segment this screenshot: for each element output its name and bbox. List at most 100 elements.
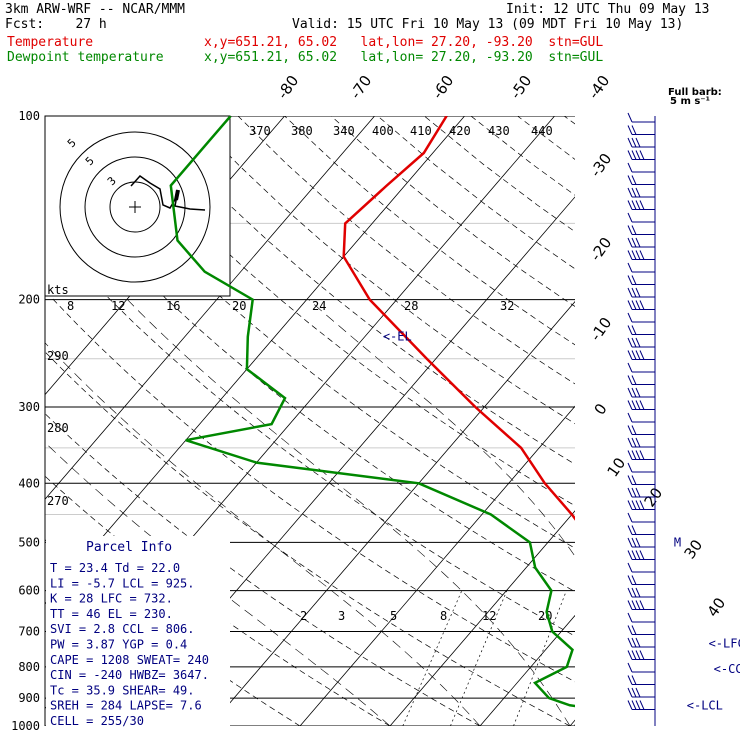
isotherm-line — [0, 116, 15, 726]
wind-barb — [627, 337, 655, 348]
parcel-info-row: K = 28 LFC = 732. — [50, 592, 173, 606]
parcel-info-row: Tc = 35.9 SHEAR= 49. — [50, 683, 195, 697]
init-time: Init: 12 UTC Thu 09 May 13 — [506, 2, 710, 17]
hodograph-ring — [84, 156, 186, 258]
wind-barb — [627, 237, 655, 248]
wind-barb — [627, 475, 655, 485]
wind-barb — [627, 500, 655, 510]
isotherm-label: 40 — [704, 594, 730, 620]
isotherm-line — [209, 300, 575, 726]
level-marker-label: <-CCL — [714, 662, 740, 676]
wind-barb — [627, 662, 655, 673]
wind-barb — [627, 112, 655, 123]
isotherm-label: 10 — [604, 454, 630, 480]
dry-adiabat-line — [45, 289, 575, 683]
wind-barb — [627, 225, 655, 235]
moist-adiabat-line — [308, 299, 575, 557]
isotherm-label: 0 — [591, 400, 611, 418]
wind-barb — [627, 450, 655, 460]
parcel-info-row: PW = 3.87 YGP = 0.4 — [50, 638, 187, 652]
barb-legend-line2: 5 m s⁻¹ — [670, 96, 710, 107]
mixing-ratio-label: 8 — [440, 609, 447, 623]
valid-time: Valid: 15 UTC Fri 10 May 13 (09 MDT Fri … — [292, 17, 684, 32]
theta-label: 410 — [410, 124, 432, 138]
level-marker-label: M — [674, 535, 681, 549]
wind-barb — [627, 600, 655, 610]
isotherm-label: -20 — [587, 234, 616, 264]
hodograph-speed-label: 8 — [67, 299, 74, 313]
dry-adiabat-line — [611, 116, 740, 726]
mixing-ratio-line — [630, 591, 676, 726]
wind-barb — [627, 325, 655, 335]
pressure-tick-label: 700 — [18, 625, 40, 639]
wind-barb — [627, 562, 655, 573]
temperature-profile-line — [342, 116, 575, 521]
wind-barb — [627, 262, 655, 273]
hodograph-speed-label: 24 — [312, 299, 326, 313]
model-title: 3km ARW-WRF -- NCAR/MMM — [5, 2, 186, 17]
theta-label: 440 — [531, 124, 553, 138]
isotherm-label: -60 — [429, 72, 458, 102]
isotherm-label: -80 — [274, 72, 303, 102]
dewpoint-profile-line — [169, 116, 575, 708]
parcel-info-title: Parcel Info — [86, 540, 172, 555]
hodograph-speed-label: 16 — [166, 299, 180, 313]
dry-adiabat-line — [191, 116, 575, 425]
mixing-ratio-label: 12 — [482, 609, 496, 623]
dry-adiabat-line — [424, 116, 575, 233]
hodograph-trace — [130, 175, 206, 211]
wind-barb — [627, 650, 655, 660]
isotherm-label: -40 — [585, 72, 614, 102]
dewpoint-legend: Dewpoint temperature — [7, 50, 164, 65]
mixing-ratio-label: 2 — [300, 609, 307, 623]
dry-adiabat-label: 270 — [47, 494, 69, 508]
parcel-info-row: T = 23.4 Td = 22.0 — [50, 561, 180, 575]
mixing-ratio-label: 5 — [390, 609, 397, 623]
mixing-ratio-line — [574, 723, 575, 726]
isotherm-line — [660, 116, 740, 726]
dry-adiabat-label: 280 — [47, 421, 69, 435]
pressure-tick-label: 600 — [18, 584, 40, 598]
dry-adiabat-line — [284, 116, 575, 346]
parcel-info-row: CIN = -240 HWBZ= 3647. — [50, 668, 209, 682]
isotherm-label: 30 — [681, 536, 707, 562]
wind-barb — [627, 212, 655, 223]
wind-barb — [627, 637, 655, 648]
pressure-tick-label: 800 — [18, 660, 40, 674]
mixing-ratio-line — [402, 590, 463, 726]
wind-barb — [627, 350, 655, 360]
hodograph-speed-label: 12 — [111, 299, 125, 313]
theta-label: 400 — [372, 124, 394, 138]
temperature-legend: Temperature — [7, 35, 94, 50]
hodograph-speed-label: 20 — [232, 299, 246, 313]
theta-label: 430 — [488, 124, 510, 138]
hodograph-speed-unit: kts — [47, 283, 69, 297]
isotherm-line — [389, 510, 575, 726]
hodograph-speed-label: 28 — [404, 299, 418, 313]
pressure-tick-label: 400 — [18, 476, 40, 490]
wind-barb — [627, 550, 655, 560]
wind-barb — [627, 687, 655, 698]
wind-barb — [627, 575, 655, 585]
pressure-tick-label: 100 — [18, 109, 40, 123]
dewpoint-station-info: x,y=651.21, 65.02 lat,lon= 27.20, -93.20… — [204, 50, 604, 65]
mixing-ratio-label: 3 — [338, 609, 345, 623]
wind-barb — [627, 287, 655, 298]
mixing-ratio-line — [513, 590, 567, 726]
forecast-hour: Fcst: 27 h — [5, 17, 107, 32]
pressure-tick-label: 200 — [18, 293, 40, 307]
wind-barb — [627, 312, 655, 323]
wind-barb — [627, 425, 655, 435]
dry-adiabat-label: 290 — [47, 349, 69, 363]
wind-barb — [627, 400, 655, 410]
wind-barb — [627, 537, 655, 548]
wind-barb — [627, 525, 655, 535]
isotherm-line — [479, 614, 575, 726]
hodograph-speed-label: 32 — [500, 299, 514, 313]
wind-barb — [627, 512, 655, 523]
wind-barb — [627, 487, 655, 498]
wind-barb — [627, 612, 655, 623]
wind-barb — [627, 462, 655, 473]
theta-label: 370 — [249, 124, 271, 138]
